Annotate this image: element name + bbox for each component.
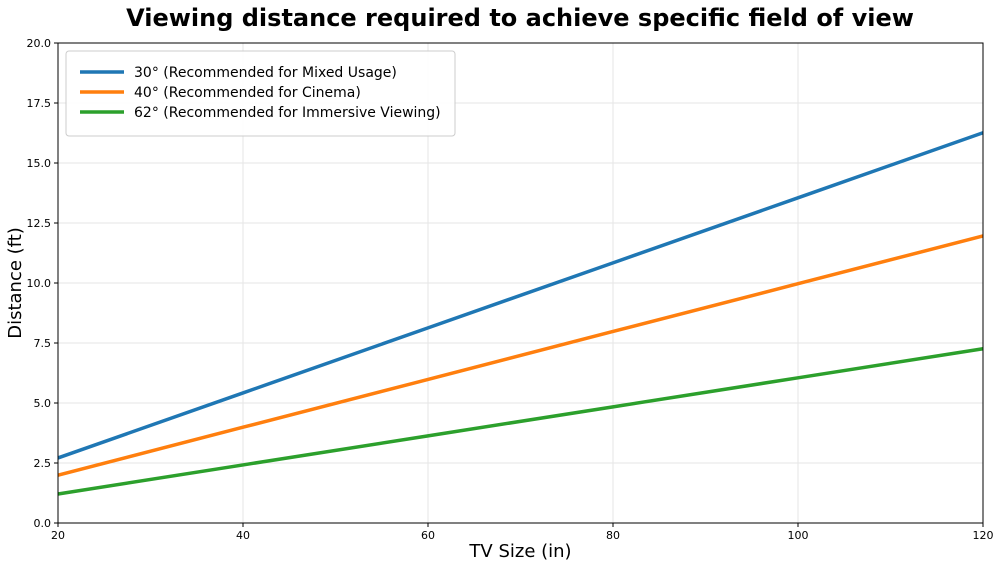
- y-tick-label: 7.5: [34, 337, 52, 350]
- legend-label: 30° (Recommended for Mixed Usage): [134, 65, 397, 81]
- legend-box: [65, 50, 456, 137]
- y-tick-label: 2.5: [34, 457, 52, 470]
- y-tick-label: 0.0: [34, 517, 52, 530]
- x-tick-label: 40: [236, 529, 250, 542]
- chart-title: Viewing distance required to achieve spe…: [126, 4, 914, 32]
- series-line-40-degree: [57, 234, 984, 477]
- y-tick-label: 12.5: [27, 217, 52, 230]
- x-tick-label: 80: [606, 529, 620, 542]
- x-tick-label: 60: [421, 529, 435, 542]
- y-tick-label: 10.0: [27, 277, 52, 290]
- series-line-62-degree: [57, 347, 984, 496]
- y-tick-label: 17.5: [27, 97, 52, 110]
- y-tick-label: 5.0: [34, 397, 52, 410]
- series-group: [57, 131, 984, 496]
- legend-label: 62° (Recommended for Immersive Viewing): [134, 105, 441, 121]
- legend: 30° (Recommended for Mixed Usage) 40° (Re…: [65, 50, 456, 137]
- x-tick-label: 20: [51, 529, 65, 542]
- series-line-30-degree: [57, 131, 984, 460]
- axis-ticks: 20 40 60 80 100 120 0.0 2.5 5.0 7.5 10.0 12.5 15.0 17…: [27, 37, 994, 542]
- y-tick-label: 20.0: [27, 37, 52, 50]
- x-tick-label: 120: [973, 529, 994, 542]
- x-tick-label: 100: [788, 529, 809, 542]
- x-axis-label: TV Size (in): [468, 541, 571, 562]
- y-axis-label: Distance (ft): [5, 227, 26, 339]
- y-tick-label: 15.0: [27, 157, 52, 170]
- legend-label: 40° (Recommended for Cinema): [134, 85, 361, 101]
